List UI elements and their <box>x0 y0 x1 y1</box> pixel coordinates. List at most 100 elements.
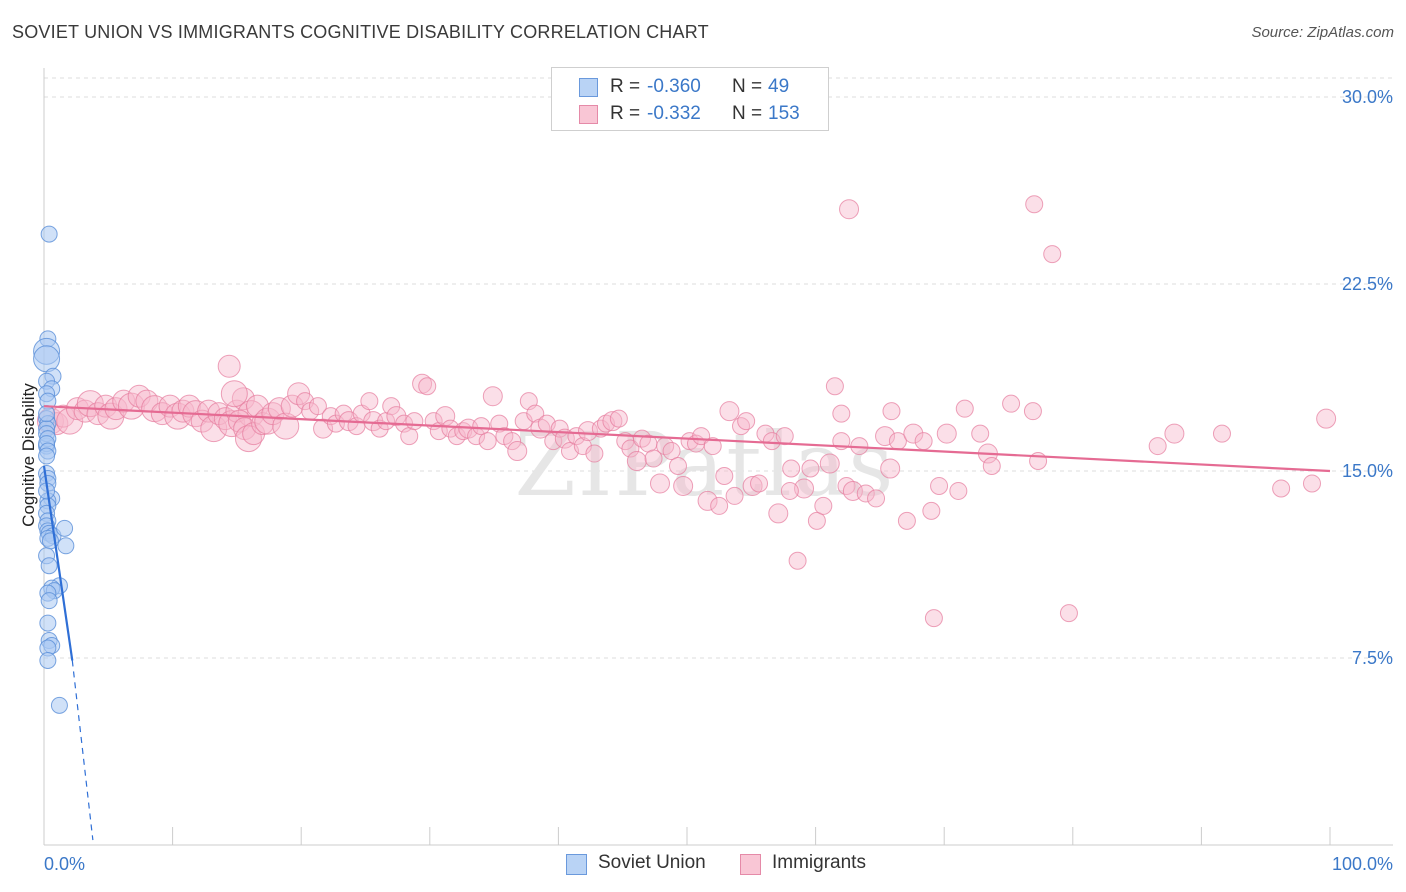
y-tick-label: 7.5% <box>1352 648 1393 668</box>
immigrants-point <box>750 474 769 493</box>
immigrants-point <box>585 444 604 463</box>
r-value: -0.332 <box>647 103 701 124</box>
immigrants-point <box>949 481 968 500</box>
n-label: N = <box>732 103 763 124</box>
immigrants-point <box>644 449 663 468</box>
chart-title: SOVIET UNION VS IMMIGRANTS COGNITIVE DIS… <box>12 22 709 42</box>
soviet-union-swatch <box>579 78 598 97</box>
immigrants-point <box>880 458 901 479</box>
n-value: 153 <box>768 103 800 124</box>
immigrants-legend-label: Immigrants <box>772 852 866 873</box>
immigrants-point <box>710 496 729 515</box>
y-tick-label: 30.0% <box>1342 87 1393 107</box>
immigrants-point <box>405 412 424 431</box>
immigrants-point <box>819 453 840 474</box>
immigrants-point <box>213 407 237 431</box>
immigrants-point <box>1212 424 1231 443</box>
immigrants-point <box>922 501 941 520</box>
soviet-union-point <box>40 592 58 610</box>
immigrants-trend-line <box>43 405 1331 473</box>
soviet-union-point <box>33 345 61 373</box>
immigrants-point <box>507 441 528 462</box>
immigrants-point <box>662 442 681 461</box>
immigrants-point <box>326 414 345 433</box>
trend-lines <box>42 405 1331 841</box>
x-tick-label: 100.0% <box>1332 854 1393 874</box>
immigrants-point <box>897 511 916 530</box>
immigrants-point <box>1148 437 1167 456</box>
immigrants-point <box>955 399 974 418</box>
immigrants-point <box>472 417 491 436</box>
immigrants-point <box>621 439 640 458</box>
immigrants-point <box>924 609 943 628</box>
immigrants-point <box>609 409 628 428</box>
soviet-union-trend-extension <box>71 660 94 841</box>
immigrants-point <box>1025 195 1044 214</box>
immigrants-point <box>788 551 807 570</box>
immigrants-point <box>1023 402 1042 421</box>
immigrants-point <box>768 503 789 524</box>
soviet-union-legend-label: Soviet Union <box>598 852 706 873</box>
soviet-union-point <box>39 614 57 632</box>
immigrants-point <box>1002 394 1021 413</box>
immigrants-point <box>602 411 623 432</box>
r-label: R = <box>610 103 641 124</box>
soviet-union-point <box>57 537 75 555</box>
immigrants-point <box>794 478 815 499</box>
immigrants-point <box>220 380 248 408</box>
soviet-union-point <box>56 519 74 537</box>
soviet-union-point <box>38 405 56 423</box>
soviet-union-point <box>50 696 68 714</box>
immigrants-point <box>982 457 1001 476</box>
immigrants-points <box>36 195 1337 628</box>
soviet-union-point <box>40 557 58 575</box>
immigrants-point <box>360 392 379 411</box>
legend-row-immigrants: R = -0.332 N = 153 <box>552 101 828 128</box>
immigrants-point <box>703 437 722 456</box>
immigrants-swatch <box>579 105 598 124</box>
immigrants-point <box>825 377 844 396</box>
y-axis-title: Cognitive Disability <box>19 383 38 527</box>
x-tick-label: 0.0% <box>44 854 85 874</box>
immigrants-point <box>697 490 718 511</box>
immigrants-point <box>719 401 740 422</box>
immigrants-point <box>482 386 503 407</box>
immigrants-point <box>971 424 990 443</box>
immigrants-point <box>1164 423 1185 444</box>
immigrants-point <box>832 404 851 423</box>
immigrants-point <box>386 406 407 427</box>
immigrants-point <box>526 404 545 423</box>
immigrants-point <box>742 475 763 496</box>
immigrants-point <box>775 427 794 446</box>
immigrants-point <box>1302 474 1321 493</box>
immigrants-point <box>1272 479 1291 498</box>
immigrants-point <box>554 428 575 449</box>
immigrants-point <box>903 423 924 444</box>
immigrants-point <box>782 459 801 478</box>
soviet-union-point <box>39 651 57 669</box>
immigrants-point <box>418 377 437 396</box>
tick-labels: 7.5% 15.0% 22.5% 30.0% 0.0% 100.0% <box>44 87 1393 874</box>
r-label: R = <box>610 76 641 97</box>
n-value: 49 <box>768 76 790 97</box>
immigrants-point <box>801 459 820 478</box>
chart-source: Source: ZipAtlas.com <box>1251 24 1394 41</box>
stats-legend: R = -0.360 N = 49 R = -0.332 N = 153 <box>551 67 829 131</box>
immigrants-point <box>164 402 192 430</box>
immigrants-point <box>668 457 687 476</box>
soviet-union-trend-line <box>42 465 74 661</box>
immigrants-legend-swatch <box>740 854 761 875</box>
r-value: -0.360 <box>647 76 701 97</box>
grid <box>44 77 1393 659</box>
immigrants-point <box>673 475 694 496</box>
soviet-union-points <box>33 225 75 714</box>
immigrants-point <box>807 511 826 530</box>
n-label: N = <box>732 76 763 97</box>
immigrants-point <box>882 402 901 421</box>
immigrants-point <box>382 397 401 416</box>
immigrants-point <box>649 473 670 494</box>
immigrants-point <box>237 400 265 428</box>
immigrants-point <box>478 432 497 451</box>
immigrants-point <box>867 489 886 508</box>
